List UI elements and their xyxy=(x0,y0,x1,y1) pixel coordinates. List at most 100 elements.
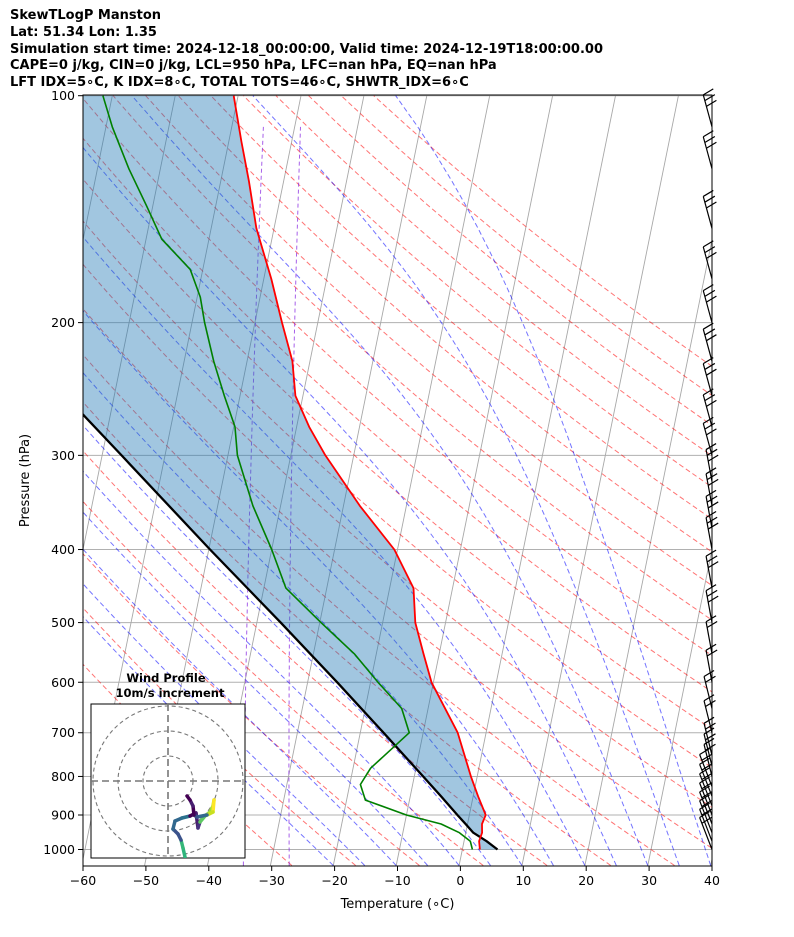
barb-flag xyxy=(703,669,715,677)
barb-shaft xyxy=(702,423,713,456)
dry-adiabat xyxy=(83,553,420,866)
isotherm-line xyxy=(269,95,428,866)
barb-flag xyxy=(701,773,713,781)
y-tick-label: 200 xyxy=(51,315,75,330)
barb-flag xyxy=(704,328,716,336)
barb-flag xyxy=(704,135,716,144)
barb-flag xyxy=(706,368,717,376)
barb-flag xyxy=(707,595,719,603)
barb-flag xyxy=(699,767,710,775)
y-tick-label: 1000 xyxy=(43,842,75,857)
barb-shaft xyxy=(702,94,713,128)
dry-adiabat xyxy=(83,137,712,693)
barb-shaft xyxy=(702,136,713,169)
barb-flag xyxy=(704,94,716,102)
wind-barbs xyxy=(699,88,719,850)
time-line: Simulation start time: 2024-12-18_00:00:… xyxy=(10,41,603,57)
y-axis-label: Pressure (hPa) xyxy=(18,434,33,527)
dry-adiabat xyxy=(83,500,484,866)
hodograph-segment xyxy=(211,798,216,814)
inset-clip xyxy=(91,704,245,858)
barb-flag xyxy=(704,422,716,430)
x-tick-label: −20 xyxy=(321,873,347,888)
barb-flag xyxy=(699,776,710,784)
y-tick-label: 800 xyxy=(51,769,75,784)
wind-barb xyxy=(702,357,717,396)
barb-flag xyxy=(705,467,717,475)
isotherm-line xyxy=(83,95,113,243)
barb-flag xyxy=(705,443,717,451)
data-layer xyxy=(83,95,499,851)
barb-flag xyxy=(706,251,717,259)
barb-shaft xyxy=(702,290,713,323)
inset-subtitle: 10m/s increment xyxy=(116,686,225,700)
barb-shaft xyxy=(702,246,713,280)
moist-adiabat xyxy=(83,236,586,866)
temperature-line xyxy=(232,95,487,850)
barb-flag xyxy=(706,201,717,209)
chart-title: SkewTLogP Manston xyxy=(10,8,162,23)
isotherm-line xyxy=(710,856,712,866)
moist-adiabat xyxy=(252,95,680,866)
wind-barb xyxy=(702,88,717,128)
barb-shaft xyxy=(702,329,713,362)
dry-adiabat xyxy=(83,220,712,769)
barb-flag xyxy=(706,428,717,436)
moist-adiabat xyxy=(83,146,617,866)
dry-adiabat xyxy=(83,263,712,809)
isotherm-line xyxy=(83,95,176,552)
y-tick-label: 100 xyxy=(51,88,75,103)
dry-adiabat xyxy=(112,95,712,621)
x-tick-label: 40 xyxy=(704,873,720,888)
wind-barb xyxy=(703,669,716,709)
dry-adiabat xyxy=(83,308,712,849)
barb-flag xyxy=(704,289,716,297)
isotherm-line xyxy=(332,95,491,866)
hodograph-segment xyxy=(185,794,192,802)
x-tick-label: 10 xyxy=(515,873,531,888)
barb-flag xyxy=(706,141,717,149)
barb-flag xyxy=(704,362,716,370)
moist-adiabat xyxy=(83,310,554,866)
dry-adiabat xyxy=(83,450,548,866)
inset-title: Wind Profile xyxy=(126,671,206,685)
moist-adiabat xyxy=(83,424,491,866)
barb-flag xyxy=(706,99,717,107)
barb-flag xyxy=(704,246,716,254)
wind-barb xyxy=(699,776,713,816)
dry-adiabat xyxy=(177,95,712,553)
parcel-line xyxy=(83,412,499,851)
wind-barb xyxy=(705,511,719,550)
y-tick-label: 300 xyxy=(51,448,75,463)
x-tick-label: −40 xyxy=(196,873,222,888)
barb-flag xyxy=(704,195,716,203)
wind-barb xyxy=(702,189,717,229)
x-tick-label: −10 xyxy=(384,873,410,888)
chart-header: SkewTLogP Manston Lat: 51.34 Lon: 1.35 S… xyxy=(10,8,603,92)
dry-adiabat xyxy=(83,354,675,866)
y-tick-label: 500 xyxy=(51,615,75,630)
isotherm-line xyxy=(458,95,616,866)
barb-flag xyxy=(707,522,719,530)
moist-adiabat xyxy=(83,511,428,866)
wind-barb xyxy=(702,416,717,456)
x-axis-label: Temperature (∘C) xyxy=(340,897,455,912)
barb-flag xyxy=(705,733,716,741)
barb-flag xyxy=(706,334,717,342)
dewpoint-line xyxy=(102,95,474,850)
axis-layer: −60 −50 −40 −30 −20 −10 0 10 20 30 40 1000 900 800 700… xyxy=(18,88,720,912)
barb-shaft xyxy=(699,817,713,850)
location-line: Lat: 51.34 Lon: 1.35 xyxy=(10,24,157,40)
x-tick-label: 30 xyxy=(641,873,657,888)
x-tick-label: 0 xyxy=(456,873,464,888)
wind-barb xyxy=(702,284,717,323)
y-tick-label: 700 xyxy=(51,725,75,740)
barb-flag xyxy=(707,454,719,462)
cape-line: CAPE=0 j/kg, CIN=0 j/kg, LCL=950 hPa, LF… xyxy=(10,58,497,74)
barb-flag xyxy=(701,763,713,771)
barb-flag xyxy=(705,549,717,557)
x-tick-label: −30 xyxy=(259,873,285,888)
barb-flag xyxy=(701,782,713,790)
